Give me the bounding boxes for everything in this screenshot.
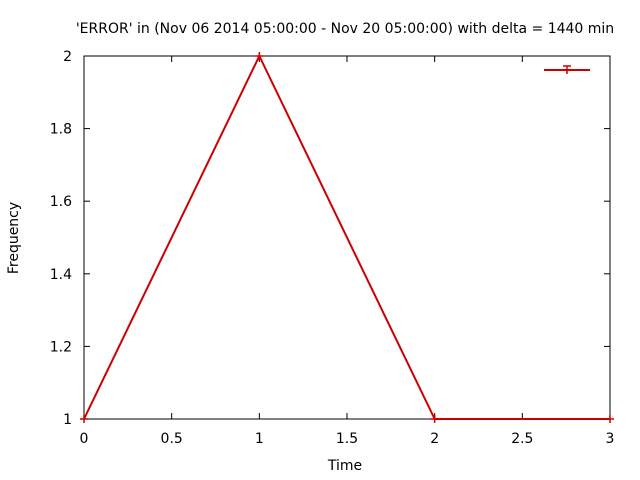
chart-title: 'ERROR' in (Nov 06 2014 05:00:00 - Nov 2… bbox=[76, 21, 614, 37]
x-tick-label: 3 bbox=[606, 431, 615, 447]
legend-marker bbox=[563, 65, 571, 74]
y-tick-label: 1.2 bbox=[50, 339, 72, 355]
y-tick-label: 1.6 bbox=[50, 194, 72, 210]
y-tick-label: 1 bbox=[63, 412, 72, 428]
y-tick-label: 2 bbox=[63, 49, 72, 65]
x-tick-label: 2.5 bbox=[511, 431, 533, 447]
data-point-marker bbox=[430, 415, 439, 423]
axis-ticks: 0 0.5 1 1.5 2 2.5 3 1 1.2 1.4 1.6 1.8 2 bbox=[50, 49, 615, 447]
data-series bbox=[80, 52, 614, 423]
y-tick-label: 1.8 bbox=[50, 122, 72, 138]
y-tick-label: 1.4 bbox=[50, 267, 72, 283]
data-point-marker bbox=[255, 52, 264, 60]
x-tick-label: 0.5 bbox=[161, 431, 183, 447]
x-tick-label: 1.5 bbox=[336, 431, 358, 447]
series-line bbox=[83, 53, 610, 420]
x-tick-label: 0 bbox=[80, 431, 89, 447]
data-point-marker bbox=[606, 415, 614, 423]
y-axis-label: Frequency bbox=[6, 202, 22, 274]
legend bbox=[544, 65, 590, 74]
x-tick-label: 2 bbox=[430, 431, 439, 447]
x-axis-label: Time bbox=[327, 458, 362, 474]
data-point-marker bbox=[80, 415, 88, 423]
x-tick-label: 1 bbox=[255, 431, 264, 447]
